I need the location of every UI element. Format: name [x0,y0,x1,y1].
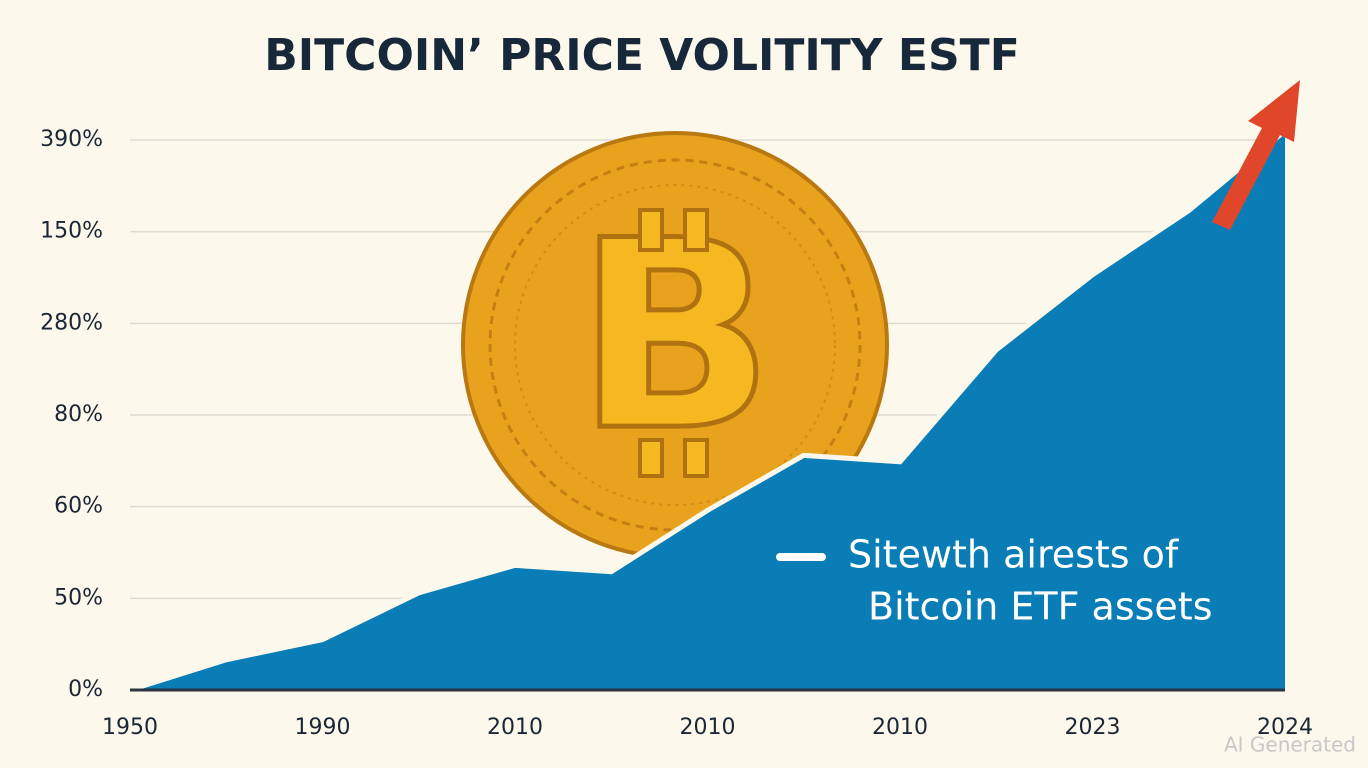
x-tick-label: 2010 [872,715,928,740]
y-tick-label: 150% [40,219,103,244]
x-tick-label: 1990 [295,715,351,740]
coin-bar [638,438,664,478]
y-tick-label: 390% [40,127,103,152]
coin: B [461,131,889,559]
trend-arrow [1212,80,1300,230]
annotation: Sitewth airests of [848,533,1180,577]
annotation: Bitcoin ETF assets [868,585,1213,629]
coin-bar [638,208,664,252]
y-tick-label: 0% [68,677,103,702]
coin-symbol: B [576,186,774,488]
y-tick-label: 280% [40,310,103,335]
y-tick-label: 60% [54,494,103,519]
coin-ring [514,184,836,506]
x-tick-label: 1950 [102,715,158,740]
x-tick-label: 2023 [1065,715,1121,740]
watermark: AI Generated [1224,733,1356,757]
area [130,130,1285,691]
y-tick-label: 80% [54,402,103,427]
area-edge [129,128,1287,693]
x-tick-label: 2010 [680,715,736,740]
coin-bar [683,438,709,478]
chart-title: BITCOIN’ PRICE VOLITITY ESTF [264,30,1020,81]
coin-ring [488,158,862,532]
plot [129,128,1287,693]
y-tick-label: 50% [54,585,103,610]
x-tick-label: 2024 [1257,715,1313,740]
x-tick-label: 2010 [487,715,543,740]
coin-bar [683,208,709,252]
